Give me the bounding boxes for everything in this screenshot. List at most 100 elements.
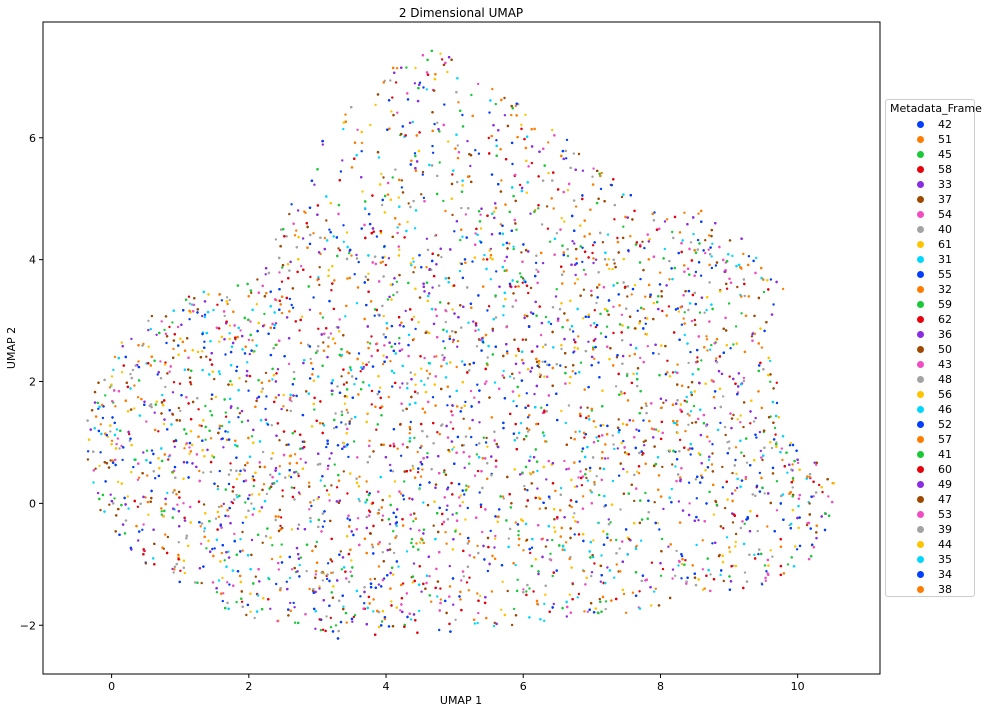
scatter-point <box>606 233 610 236</box>
scatter-point <box>600 554 603 557</box>
scatter-point <box>314 573 317 576</box>
scatter-point <box>356 128 359 131</box>
scatter-point <box>474 149 477 152</box>
scatter-point <box>521 281 524 284</box>
scatter-point <box>601 241 605 244</box>
scatter-point <box>769 278 773 281</box>
scatter-point <box>677 500 681 503</box>
scatter-point <box>572 516 575 519</box>
scatter-point <box>330 289 333 292</box>
scatter-point <box>398 336 401 340</box>
scatter-point <box>296 209 300 212</box>
scatter-point <box>516 578 519 581</box>
scatter-point <box>153 411 156 414</box>
scatter-point <box>577 152 581 156</box>
scatter-point <box>154 477 157 480</box>
scatter-point <box>595 301 598 305</box>
scatter-point <box>773 426 777 430</box>
scatter-point <box>786 563 790 566</box>
scatter-point <box>285 580 288 583</box>
scatter-point <box>675 549 678 553</box>
scatter-point <box>343 402 347 405</box>
scatter-point <box>235 600 238 604</box>
scatter-point <box>756 529 759 533</box>
scatter-point <box>423 356 426 360</box>
scatter-point <box>411 120 414 124</box>
scatter-point <box>412 315 416 318</box>
scatter-point <box>523 314 526 317</box>
scatter-point <box>326 562 330 565</box>
scatter-point <box>732 343 735 346</box>
scatter-point <box>499 223 502 226</box>
scatter-point <box>689 241 693 244</box>
scatter-point <box>721 465 724 469</box>
scatter-point <box>420 590 423 593</box>
scatter-point <box>304 461 307 464</box>
scatter-point <box>413 436 416 440</box>
scatter-point <box>636 470 639 473</box>
scatter-point <box>666 359 669 362</box>
scatter-point <box>590 409 594 412</box>
scatter-point <box>488 111 491 114</box>
scatter-point <box>626 470 629 474</box>
scatter-point <box>261 450 265 454</box>
scatter-point <box>280 543 283 546</box>
scatter-point <box>456 339 460 343</box>
scatter-point <box>464 213 468 216</box>
scatter-point <box>398 342 401 345</box>
scatter-point <box>566 254 570 258</box>
scatter-point <box>392 551 396 555</box>
scatter-point <box>313 408 316 411</box>
scatter-point <box>532 590 535 593</box>
scatter-point <box>812 495 815 498</box>
scatter-point <box>368 342 372 345</box>
scatter-point <box>282 405 285 408</box>
scatter-point <box>764 579 767 582</box>
scatter-point <box>389 463 392 467</box>
scatter-point <box>680 323 684 326</box>
scatter-point <box>218 427 221 430</box>
scatter-point <box>574 273 577 277</box>
scatter-point <box>312 499 315 502</box>
scatter-point <box>459 238 462 242</box>
scatter-point <box>818 483 821 487</box>
scatter-point <box>215 591 219 594</box>
scatter-point <box>638 590 641 593</box>
scatter-point <box>734 325 738 328</box>
scatter-point <box>536 487 539 490</box>
scatter-point <box>618 547 621 550</box>
scatter-point <box>674 450 677 454</box>
scatter-point <box>585 476 588 480</box>
scatter-point <box>547 171 550 175</box>
scatter-point <box>377 156 381 159</box>
scatter-point <box>512 247 515 251</box>
scatter-point <box>318 585 321 588</box>
scatter-point <box>160 510 163 513</box>
scatter-point <box>494 102 497 106</box>
scatter-point <box>403 480 406 483</box>
scatter-point <box>623 392 626 395</box>
scatter-point <box>391 385 394 388</box>
scatter-point <box>396 447 399 450</box>
scatter-point <box>173 445 176 448</box>
scatter-point <box>355 377 358 380</box>
scatter-point <box>626 295 629 298</box>
scatter-point <box>417 321 420 324</box>
scatter-point <box>266 423 270 426</box>
scatter-point <box>781 287 785 291</box>
scatter-point <box>469 389 473 393</box>
scatter-point <box>725 536 729 539</box>
scatter-point <box>460 206 463 210</box>
scatter-point <box>358 500 361 503</box>
scatter-point <box>549 552 552 555</box>
scatter-point <box>796 461 800 465</box>
scatter-point <box>583 436 586 439</box>
scatter-point <box>529 286 533 290</box>
scatter-point <box>709 573 712 576</box>
scatter-point <box>239 329 242 332</box>
scatter-point <box>276 368 280 371</box>
scatter-point <box>458 496 461 499</box>
scatter-point <box>399 609 402 612</box>
scatter-point <box>461 501 464 504</box>
scatter-point <box>220 551 224 555</box>
